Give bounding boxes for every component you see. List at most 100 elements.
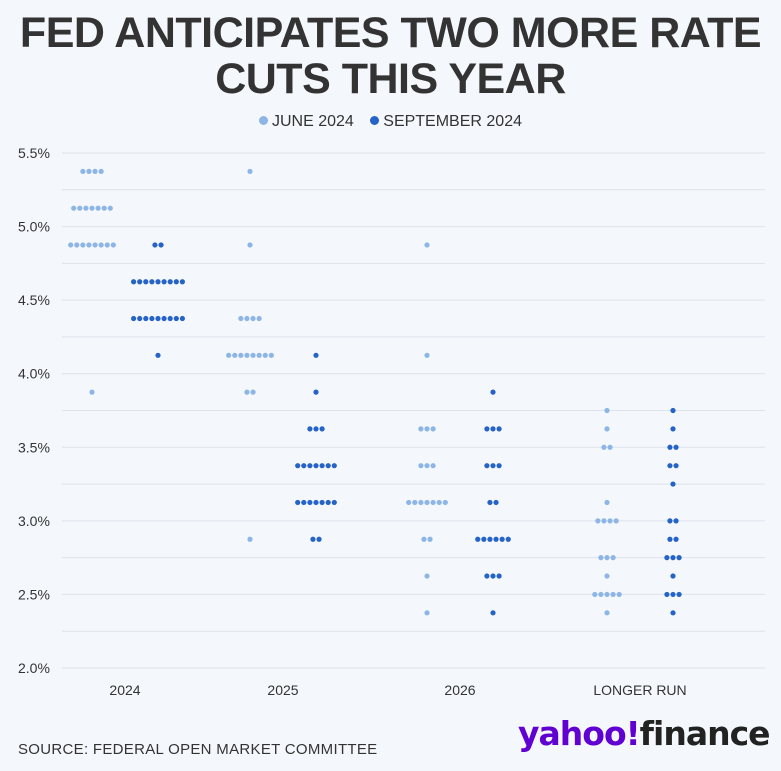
- data-point: [490, 389, 496, 395]
- data-point: [670, 573, 676, 579]
- data-point: [616, 591, 622, 598]
- data-point: [601, 444, 607, 450]
- data-point: [319, 426, 325, 432]
- data-point: [496, 426, 502, 432]
- data-point: [427, 536, 433, 542]
- legend: JUNE 2024 SEPTEMBER 2024: [0, 113, 781, 131]
- legend-item-september: SEPTEMBER 2024: [370, 113, 522, 131]
- title-line-1: FED ANTICIPATES TWO MORE RATE: [19, 9, 762, 57]
- data-point: [493, 536, 499, 542]
- data-point: [496, 573, 502, 579]
- data-point: [238, 352, 244, 358]
- data-point: [173, 315, 179, 322]
- data-point: [424, 463, 430, 469]
- data-point: [670, 591, 676, 598]
- data-point: [301, 463, 307, 469]
- data-point: [673, 463, 679, 469]
- data-point: [89, 205, 95, 211]
- data-point: [487, 536, 493, 542]
- legend-item-june: JUNE 2024: [258, 113, 354, 131]
- data-point: [74, 242, 80, 248]
- data-point: [307, 426, 313, 432]
- data-point: [101, 205, 107, 211]
- y-tick-label: 5.0%: [18, 219, 50, 235]
- y-tick-label: 2.0%: [18, 660, 50, 676]
- data-point: [313, 352, 319, 358]
- data-point: [313, 463, 319, 469]
- data-point: [319, 499, 325, 506]
- data-point: [484, 426, 490, 432]
- data-point: [179, 315, 185, 322]
- data-point: [610, 555, 616, 561]
- data-point: [247, 168, 253, 174]
- data-point: [137, 279, 143, 285]
- data-point: [250, 389, 256, 395]
- data-point: [490, 610, 496, 616]
- data-point: [604, 555, 610, 561]
- data-point: [68, 242, 74, 248]
- data-point: [406, 499, 412, 506]
- x-tick-label: 2024: [109, 682, 140, 698]
- data-point: [490, 426, 496, 432]
- data-point: [613, 518, 619, 524]
- data-point: [89, 389, 95, 395]
- data-point: [424, 426, 430, 432]
- source-note: SOURCE: FEDERAL OPEN MARKET COMMITTEE: [18, 741, 378, 758]
- data-point: [604, 610, 610, 616]
- data-point: [80, 168, 86, 174]
- data-point: [295, 463, 301, 469]
- data-point: [244, 352, 250, 358]
- data-point: [155, 315, 161, 322]
- data-point: [595, 518, 601, 524]
- y-tick-label: 2.5%: [18, 586, 50, 602]
- data-point: [268, 352, 274, 358]
- data-point: [484, 573, 490, 579]
- data-point: [430, 499, 436, 506]
- x-tick-label: LONGER RUN: [593, 682, 686, 698]
- data-point: [131, 315, 137, 322]
- data-point: [676, 555, 682, 561]
- data-point: [179, 279, 185, 285]
- data-point: [104, 242, 110, 248]
- data-point: [310, 536, 316, 542]
- legend-label-june: JUNE 2024: [271, 113, 354, 130]
- data-point: [490, 463, 496, 469]
- data-point: [670, 555, 676, 561]
- legend-label-september: SEPTEMBER 2024: [383, 113, 522, 130]
- data-point: [505, 536, 511, 542]
- data-point: [167, 315, 173, 322]
- data-point: [244, 315, 250, 322]
- data-point: [110, 242, 116, 248]
- data-point: [307, 499, 313, 506]
- data-point: [143, 279, 149, 285]
- data-point: [86, 242, 92, 248]
- y-tick-label: 3.5%: [18, 439, 50, 455]
- data-point: [131, 279, 137, 285]
- data-point: [86, 168, 92, 174]
- data-point: [610, 591, 616, 598]
- data-point: [436, 499, 442, 506]
- data-point: [313, 389, 319, 395]
- data-point: [424, 242, 430, 248]
- x-tick-label: 2026: [444, 682, 475, 698]
- logo-brand: yahoo!: [518, 714, 641, 753]
- data-point: [424, 352, 430, 358]
- data-point: [604, 499, 610, 506]
- data-point: [149, 315, 155, 322]
- y-tick-label: 4.0%: [18, 366, 50, 382]
- data-point: [412, 499, 418, 506]
- data-point: [247, 536, 253, 542]
- data-point: [107, 205, 113, 211]
- data-point: [331, 463, 337, 469]
- data-point: [670, 610, 676, 616]
- data-point: [307, 463, 313, 469]
- logo-product: finance: [639, 714, 771, 753]
- data-point: [499, 536, 505, 542]
- data-point: [592, 591, 598, 598]
- data-point: [601, 518, 607, 524]
- data-point: [250, 315, 256, 322]
- data-point: [95, 205, 101, 211]
- data-point: [598, 591, 604, 598]
- data-point: [262, 352, 268, 358]
- data-point: [325, 463, 331, 469]
